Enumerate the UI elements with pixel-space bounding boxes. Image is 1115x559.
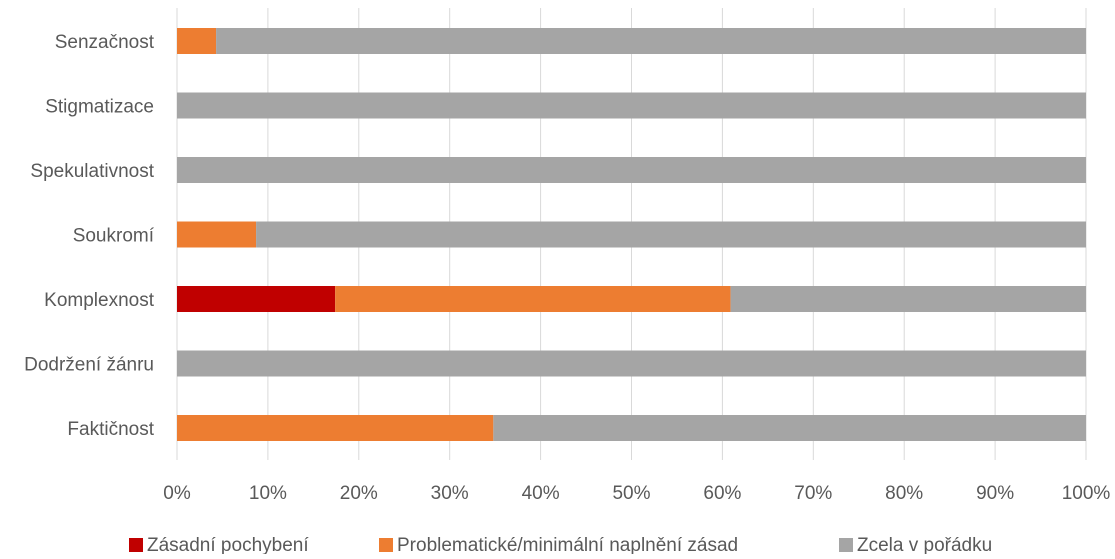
x-tick-label: 20% — [340, 483, 378, 504]
bar-segment — [177, 415, 494, 441]
legend-label: Zásadní pochybení — [147, 535, 309, 554]
category-label: Senzačnost — [55, 32, 155, 53]
bar-segment — [177, 286, 336, 312]
category-label: Komplexnost — [44, 290, 155, 311]
category-label: Spekulativnost — [30, 161, 154, 182]
x-tick-label: 100% — [1062, 483, 1111, 504]
x-tick-label: 80% — [885, 483, 923, 504]
bar-segment — [256, 221, 1086, 248]
bar-segment — [177, 221, 257, 248]
bars — [177, 28, 1086, 441]
x-tick-label: 60% — [703, 483, 741, 504]
x-tick-label: 40% — [522, 483, 560, 504]
category-label: Stigmatizace — [45, 97, 154, 118]
legend: Zásadní pochybení Problematické/minimální… — [129, 535, 992, 556]
x-tick-label: 30% — [431, 483, 469, 504]
legend-swatch — [379, 538, 393, 552]
x-tick-label: 10% — [249, 483, 287, 504]
legend-label: Problematické/minimální naplnění zásad — [397, 535, 738, 554]
bar-segment — [216, 28, 1086, 54]
bar-segment — [730, 286, 1086, 312]
x-tick-label: 90% — [976, 483, 1014, 504]
x-tick-label: 0% — [163, 483, 191, 504]
legend-swatch — [839, 538, 853, 552]
category-label: Soukromí — [73, 226, 155, 247]
legend-swatch — [129, 538, 143, 552]
bar-segment — [493, 415, 1086, 441]
bar-segment — [177, 28, 217, 54]
category-labels: Senzačnost Stigmatizace Spekulativnost Souk… — [24, 32, 155, 440]
bar-segment — [177, 157, 1086, 183]
legend-label: Zcela v pořádku — [857, 535, 992, 554]
category-label: Faktičnost — [67, 419, 154, 440]
bar-segment — [335, 286, 731, 312]
x-axis-ticks: 0% 10% 20% 30% 40% 50% 60% 70% 80% 90% 100% — [163, 483, 1110, 504]
bar-segment — [177, 350, 1086, 377]
x-tick-label: 70% — [794, 483, 832, 504]
x-tick-label: 50% — [612, 483, 650, 504]
category-label: Dodržení žánru — [24, 355, 154, 376]
bar-segment — [177, 92, 1086, 119]
